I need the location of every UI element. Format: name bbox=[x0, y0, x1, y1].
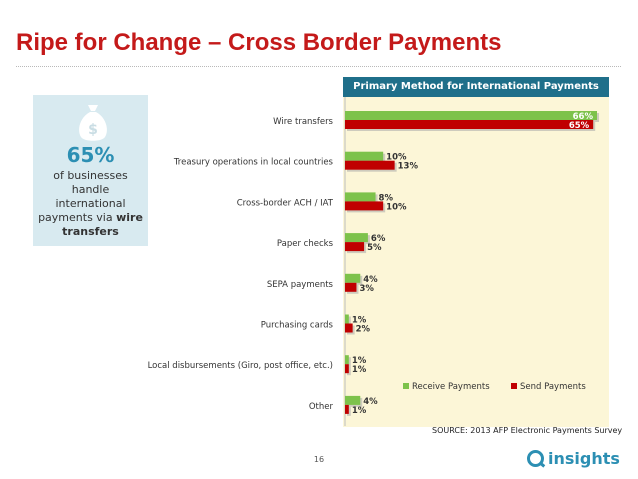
bar-send bbox=[345, 120, 594, 129]
bar-send bbox=[345, 323, 353, 333]
data-label: 1% bbox=[352, 365, 367, 375]
category-label: Local disbursements (Giro, post office, … bbox=[148, 361, 333, 371]
data-label: 1% bbox=[352, 316, 367, 326]
category-label: SEPA payments bbox=[267, 280, 334, 290]
bar-shadow bbox=[347, 357, 351, 367]
bar-receive bbox=[345, 355, 349, 365]
money-bag-icon: $ bbox=[79, 105, 107, 141]
bar-receive bbox=[345, 111, 597, 120]
stat-desc-line-2: handle bbox=[71, 183, 110, 196]
bar-send bbox=[345, 160, 395, 170]
legend-label: Send Payments bbox=[520, 382, 586, 392]
bar-send bbox=[345, 282, 357, 292]
data-label: 4% bbox=[363, 275, 378, 285]
page-title: Ripe for Change – Cross Border Payments bbox=[16, 29, 502, 56]
category-label: Wire transfers bbox=[273, 117, 333, 127]
data-label: 10% bbox=[386, 202, 407, 212]
stat-description: of businesses handle international payme… bbox=[33, 169, 148, 239]
source-note: SOURCE: 2013 AFP Electronic Payments Sur… bbox=[432, 426, 623, 435]
data-label: 5% bbox=[367, 243, 382, 253]
legend-swatch bbox=[403, 383, 409, 389]
stat-desc-line-5: transfers bbox=[33, 225, 148, 239]
data-label: 6% bbox=[371, 234, 386, 244]
stat-desc-line-5-bold: transfers bbox=[62, 225, 119, 238]
stat-desc-line-1: of businesses bbox=[53, 169, 128, 182]
logo-text: insights bbox=[548, 449, 620, 468]
data-label: 65% bbox=[569, 121, 590, 131]
q-logo-icon bbox=[527, 450, 544, 467]
legend-swatch bbox=[511, 383, 517, 389]
category-label: Purchasing cards bbox=[261, 321, 334, 331]
stat-desc-line-4-bold: wire bbox=[116, 211, 143, 224]
bar-send bbox=[345, 404, 349, 414]
chart-title: Primary Method for International Payment… bbox=[343, 77, 609, 97]
bar-send bbox=[345, 201, 384, 211]
data-label: 1% bbox=[352, 356, 367, 366]
data-label: 2% bbox=[356, 325, 371, 335]
data-label: 66% bbox=[573, 112, 594, 122]
bar-receive bbox=[345, 233, 368, 243]
bar-shadow bbox=[347, 366, 351, 376]
data-label: 8% bbox=[379, 193, 394, 203]
data-label: 1% bbox=[352, 406, 367, 416]
category-label: Paper checks bbox=[277, 239, 334, 249]
data-label: 10% bbox=[386, 153, 407, 163]
stat-desc-line-4: payments via wire bbox=[33, 211, 148, 225]
bar-receive bbox=[345, 314, 349, 324]
data-label: 3% bbox=[359, 284, 374, 294]
svg-text:$: $ bbox=[88, 122, 98, 138]
brand-logo: insights bbox=[527, 448, 620, 468]
category-label: Cross-border ACH / IAT bbox=[237, 198, 334, 208]
category-label: Treasury operations in local countries bbox=[173, 158, 334, 168]
page-number: 16 bbox=[313, 455, 325, 464]
bar-send bbox=[345, 364, 349, 374]
legend-label: Receive Payments bbox=[412, 382, 490, 392]
stat-value: 65% bbox=[66, 143, 115, 167]
bar-receive bbox=[345, 151, 384, 161]
bar-receive bbox=[345, 395, 361, 405]
data-label: 13% bbox=[398, 162, 419, 172]
bar-receive bbox=[345, 273, 361, 283]
stat-desc-line-3: international bbox=[55, 197, 126, 210]
category-label: Other bbox=[309, 402, 334, 412]
bar-shadow bbox=[347, 406, 351, 416]
bar-send bbox=[345, 242, 365, 252]
chart-panel bbox=[343, 97, 609, 427]
stat-desc-line-4-text: payments via bbox=[38, 211, 117, 224]
title-divider bbox=[16, 66, 621, 67]
bar-receive bbox=[345, 192, 376, 202]
bar-shadow bbox=[347, 316, 351, 326]
data-label: 4% bbox=[363, 397, 378, 407]
